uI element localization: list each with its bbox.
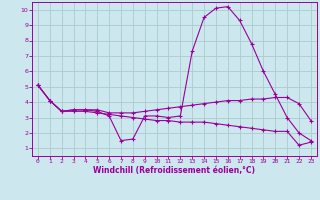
X-axis label: Windchill (Refroidissement éolien,°C): Windchill (Refroidissement éolien,°C): [93, 166, 255, 175]
